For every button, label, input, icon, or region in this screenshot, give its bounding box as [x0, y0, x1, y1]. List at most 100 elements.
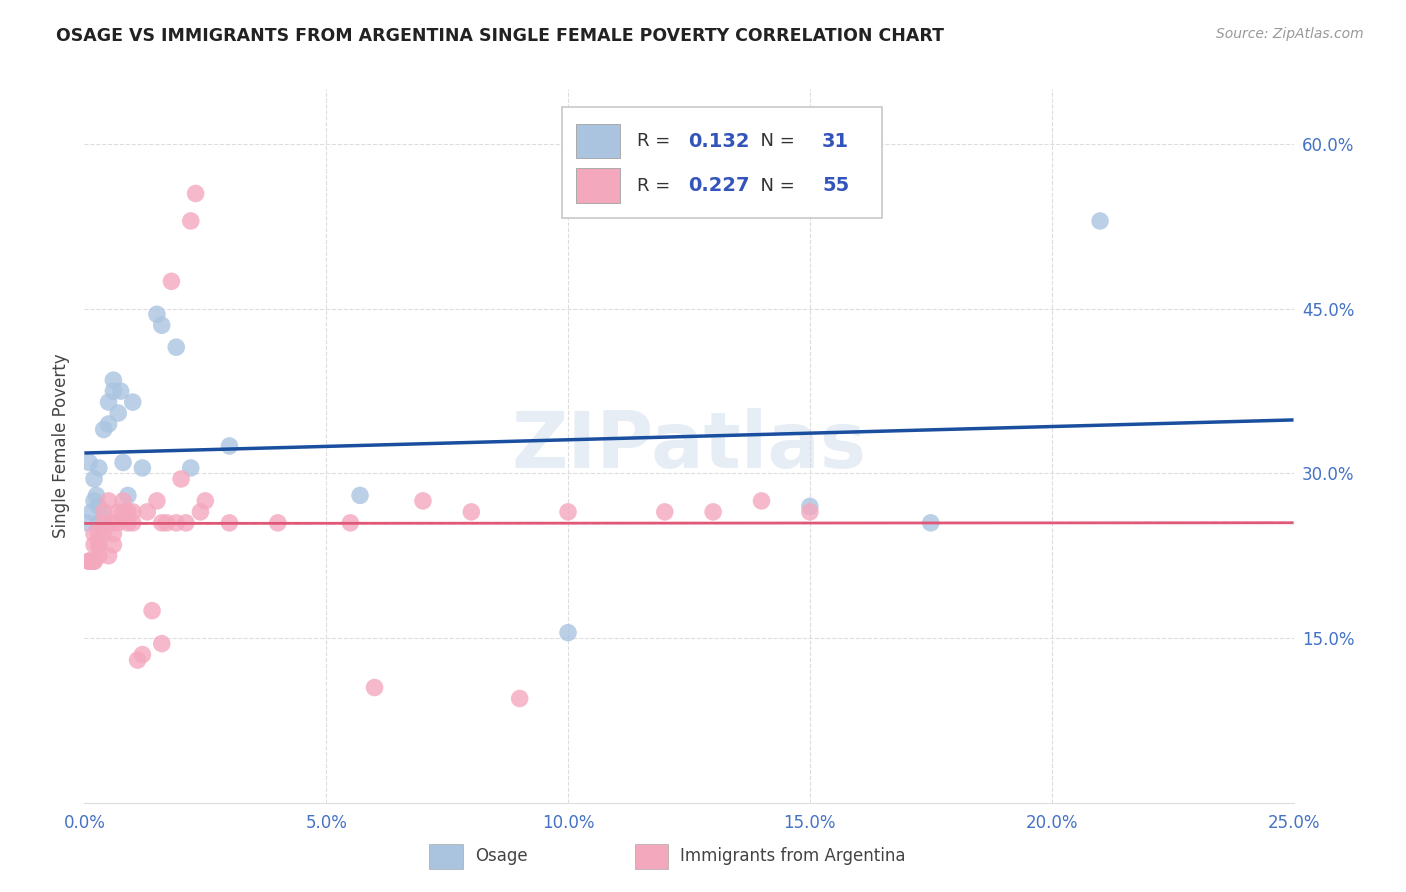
Point: [83, 538, 105, 552]
Point: [97, 417, 120, 431]
Point: [121, 516, 143, 530]
Text: R =: R =: [637, 132, 676, 150]
Point: [87, 500, 110, 514]
Point: [127, 653, 149, 667]
Point: [93, 505, 115, 519]
Y-axis label: Single Female Poverty: Single Female Poverty: [52, 354, 70, 538]
Point: [131, 461, 153, 475]
Point: [117, 505, 139, 519]
Point: [218, 516, 240, 530]
Point: [194, 494, 217, 508]
Point: [107, 406, 129, 420]
Point: [83, 554, 105, 568]
Point: [83, 494, 105, 508]
Point: [117, 516, 139, 530]
Text: R =: R =: [637, 177, 676, 194]
Point: [751, 494, 773, 508]
FancyBboxPatch shape: [429, 844, 463, 869]
Point: [93, 516, 115, 530]
Text: 55: 55: [823, 176, 849, 195]
Point: [83, 472, 105, 486]
Point: [107, 505, 129, 519]
Point: [654, 505, 676, 519]
Point: [150, 637, 173, 651]
Point: [97, 494, 120, 508]
Text: 0.227: 0.227: [688, 176, 749, 195]
Point: [557, 505, 579, 519]
Text: Osage: Osage: [475, 847, 527, 865]
Point: [77, 554, 100, 568]
Point: [97, 395, 120, 409]
Point: [86, 488, 108, 502]
Point: [93, 510, 115, 524]
Point: [165, 340, 187, 354]
Point: [117, 488, 139, 502]
Point: [146, 307, 169, 321]
Point: [170, 472, 193, 486]
Point: [97, 549, 120, 563]
Point: [103, 538, 125, 552]
Point: [267, 516, 290, 530]
FancyBboxPatch shape: [576, 124, 620, 159]
Text: Source: ZipAtlas.com: Source: ZipAtlas.com: [1216, 27, 1364, 41]
FancyBboxPatch shape: [634, 844, 668, 869]
Point: [87, 538, 110, 552]
Point: [702, 505, 724, 519]
Point: [83, 526, 105, 541]
Point: [121, 395, 143, 409]
Point: [509, 691, 531, 706]
Point: [76, 516, 98, 530]
Point: [218, 439, 240, 453]
Point: [77, 554, 100, 568]
Point: [349, 488, 371, 502]
Point: [184, 186, 207, 201]
Point: [146, 494, 169, 508]
Point: [93, 423, 115, 437]
Point: [136, 505, 159, 519]
Text: N =: N =: [749, 132, 801, 150]
Point: [83, 554, 105, 568]
Point: [103, 516, 125, 530]
Point: [77, 455, 100, 469]
Point: [180, 461, 202, 475]
Point: [87, 526, 110, 541]
Point: [150, 318, 173, 333]
Point: [107, 516, 129, 530]
Point: [77, 554, 100, 568]
Point: [160, 274, 183, 288]
Point: [460, 505, 482, 519]
Point: [339, 516, 361, 530]
Point: [155, 516, 177, 530]
Point: [87, 516, 110, 530]
Point: [150, 516, 173, 530]
Text: N =: N =: [749, 177, 801, 194]
Text: 0.132: 0.132: [688, 132, 749, 151]
Point: [112, 505, 135, 519]
Point: [799, 505, 821, 519]
Text: Immigrants from Argentina: Immigrants from Argentina: [681, 847, 905, 865]
Point: [87, 549, 110, 563]
FancyBboxPatch shape: [562, 107, 883, 218]
Point: [112, 494, 135, 508]
Point: [112, 455, 135, 469]
Point: [141, 604, 163, 618]
Text: ZIPatlas: ZIPatlas: [512, 408, 866, 484]
Point: [103, 526, 125, 541]
Point: [103, 373, 125, 387]
Point: [412, 494, 434, 508]
Point: [1088, 214, 1111, 228]
Point: [190, 505, 212, 519]
FancyBboxPatch shape: [576, 169, 620, 202]
Point: [80, 505, 103, 519]
Point: [799, 500, 821, 514]
Point: [87, 538, 110, 552]
Point: [87, 461, 110, 475]
Point: [174, 516, 197, 530]
Point: [557, 625, 579, 640]
Point: [121, 505, 143, 519]
Point: [920, 516, 942, 530]
Point: [131, 648, 153, 662]
Point: [165, 516, 187, 530]
Point: [110, 384, 132, 398]
Point: [363, 681, 385, 695]
